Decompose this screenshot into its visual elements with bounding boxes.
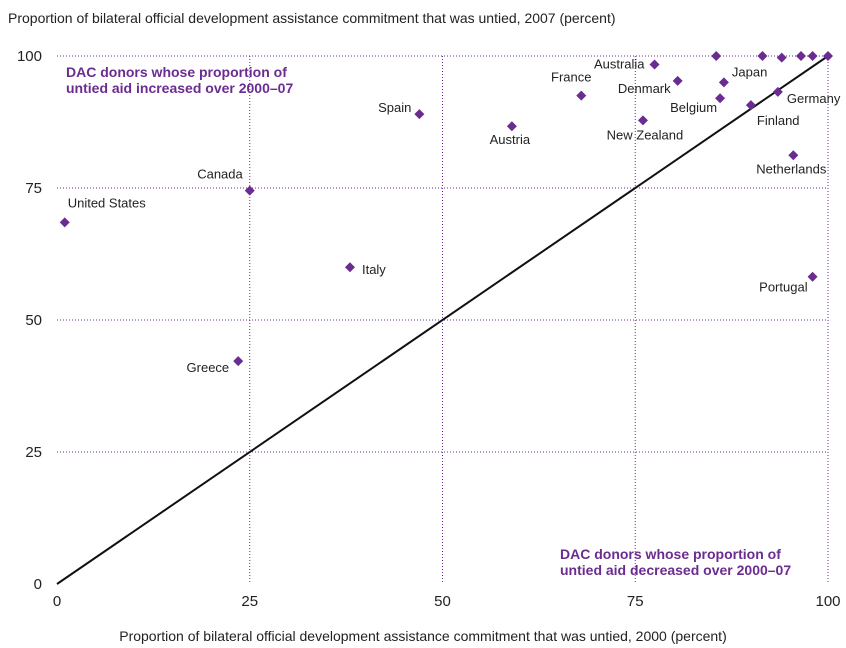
point-denmark <box>672 75 683 86</box>
point-label-united-states: United States <box>68 195 147 210</box>
point-label-greece: Greece <box>187 360 230 375</box>
y-tick-label-75: 75 <box>25 180 42 197</box>
point-unlabeled-18 <box>776 52 787 63</box>
point-portugal <box>807 271 818 282</box>
point-greece <box>233 356 244 367</box>
annotation-decreased: DAC donors whose proportion of untied ai… <box>560 546 791 578</box>
point-label-italy: Italy <box>362 262 386 277</box>
point-new-zealand <box>637 115 648 126</box>
y-axis-label: Proportion of bilateral official develop… <box>8 10 616 26</box>
annotation-decreased-line-2: untied aid decreased over 2000–07 <box>560 562 792 578</box>
annotation-increased: DAC donors whose proportion of untied ai… <box>66 64 293 96</box>
x-tick-label-50: 50 <box>434 593 451 610</box>
point-canada <box>244 185 255 196</box>
point-italy <box>344 262 355 273</box>
point-label-canada: Canada <box>197 167 243 182</box>
y-tick-label-100: 100 <box>17 48 42 65</box>
tick-labels: 0 25 50 75 100 0 25 50 75 100 <box>17 48 841 610</box>
annotation-increased-line-2: untied aid increased over 2000–07 <box>66 80 294 96</box>
point-australia <box>649 59 660 70</box>
point-label-denmark: Denmark <box>618 81 671 96</box>
point-label-spain: Spain <box>378 100 411 115</box>
x-tick-label-100: 100 <box>815 593 840 610</box>
y-tick-label-0: 0 <box>34 576 42 593</box>
reference-line <box>56 55 829 585</box>
point-unlabeled-20 <box>807 51 818 61</box>
point-japan <box>718 77 729 88</box>
point-united-states <box>59 217 70 228</box>
point-france <box>576 90 587 101</box>
x-tick-label-25: 25 <box>241 593 258 610</box>
point-label-france: France <box>551 70 591 85</box>
point-label-new-zealand: New Zealand <box>607 127 684 142</box>
point-label-australia: Australia <box>594 56 645 71</box>
point-spain <box>414 109 425 120</box>
data-points <box>59 51 833 367</box>
y-tick-label-50: 50 <box>25 312 42 329</box>
point-germany <box>772 86 783 97</box>
annotation-increased-line-1: DAC donors whose proportion of <box>66 64 287 80</box>
point-label-finland: Finland <box>757 113 800 128</box>
reference-line-group <box>56 55 829 585</box>
point-austria <box>506 121 517 132</box>
x-tick-label-75: 75 <box>627 593 644 610</box>
point-label-austria: Austria <box>490 132 531 147</box>
point-netherlands <box>788 150 799 161</box>
annotation-decreased-line-1: DAC donors whose proportion of <box>560 546 781 562</box>
y-tick-label-25: 25 <box>25 444 42 461</box>
x-tick-label-0: 0 <box>53 593 61 610</box>
point-unlabeled-19 <box>796 51 807 61</box>
point-label-portugal: Portugal <box>759 280 808 295</box>
point-label-belgium: Belgium <box>670 100 717 115</box>
grid <box>57 55 829 584</box>
point-belgium <box>715 93 726 104</box>
point-labels: United States Canada Greece Italy Spain Austr… <box>68 56 841 375</box>
point-label-germany: Germany <box>787 91 841 106</box>
point-unlabeled-17 <box>757 51 768 61</box>
point-unlabeled-16 <box>711 51 722 61</box>
point-finland <box>745 100 756 111</box>
point-label-japan: Japan <box>732 64 767 79</box>
x-axis-label: Proportion of bilateral official develop… <box>119 628 727 644</box>
point-label-netherlands: Netherlands <box>756 161 827 176</box>
point-unlabeled-21 <box>823 51 833 61</box>
